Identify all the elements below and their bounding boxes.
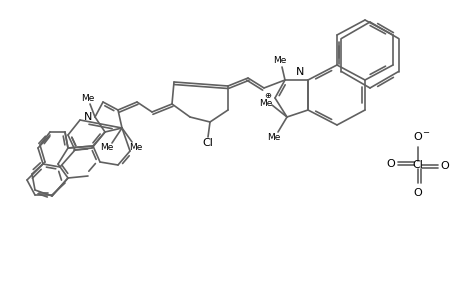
Text: Me: Me <box>100 142 113 152</box>
Text: Me: Me <box>267 133 280 142</box>
Text: O: O <box>440 161 448 171</box>
Text: O: O <box>413 132 421 142</box>
Text: Cl: Cl <box>412 160 423 170</box>
Text: Me: Me <box>129 142 142 152</box>
Text: N: N <box>295 67 303 77</box>
Text: N: N <box>84 112 92 122</box>
Text: Me: Me <box>81 94 95 103</box>
Text: ⊕: ⊕ <box>264 91 271 100</box>
Text: O: O <box>413 188 421 198</box>
Text: −: − <box>421 128 429 137</box>
Text: Me: Me <box>259 98 272 107</box>
Text: Cl: Cl <box>202 138 213 148</box>
Text: Me: Me <box>273 56 286 64</box>
Text: O: O <box>386 159 395 169</box>
